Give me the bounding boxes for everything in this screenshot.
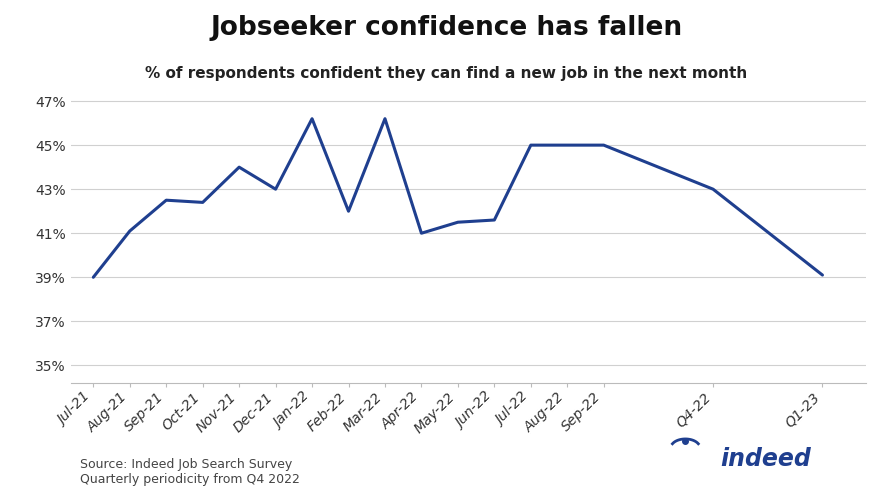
- Text: % of respondents confident they can find a new job in the next month: % of respondents confident they can find…: [146, 66, 747, 82]
- Text: Jobseeker confidence has fallen: Jobseeker confidence has fallen: [211, 15, 682, 41]
- Text: indeed: indeed: [721, 447, 811, 471]
- Text: Source: Indeed Job Search Survey
Quarterly periodicity from Q4 2022: Source: Indeed Job Search Survey Quarter…: [80, 458, 300, 486]
